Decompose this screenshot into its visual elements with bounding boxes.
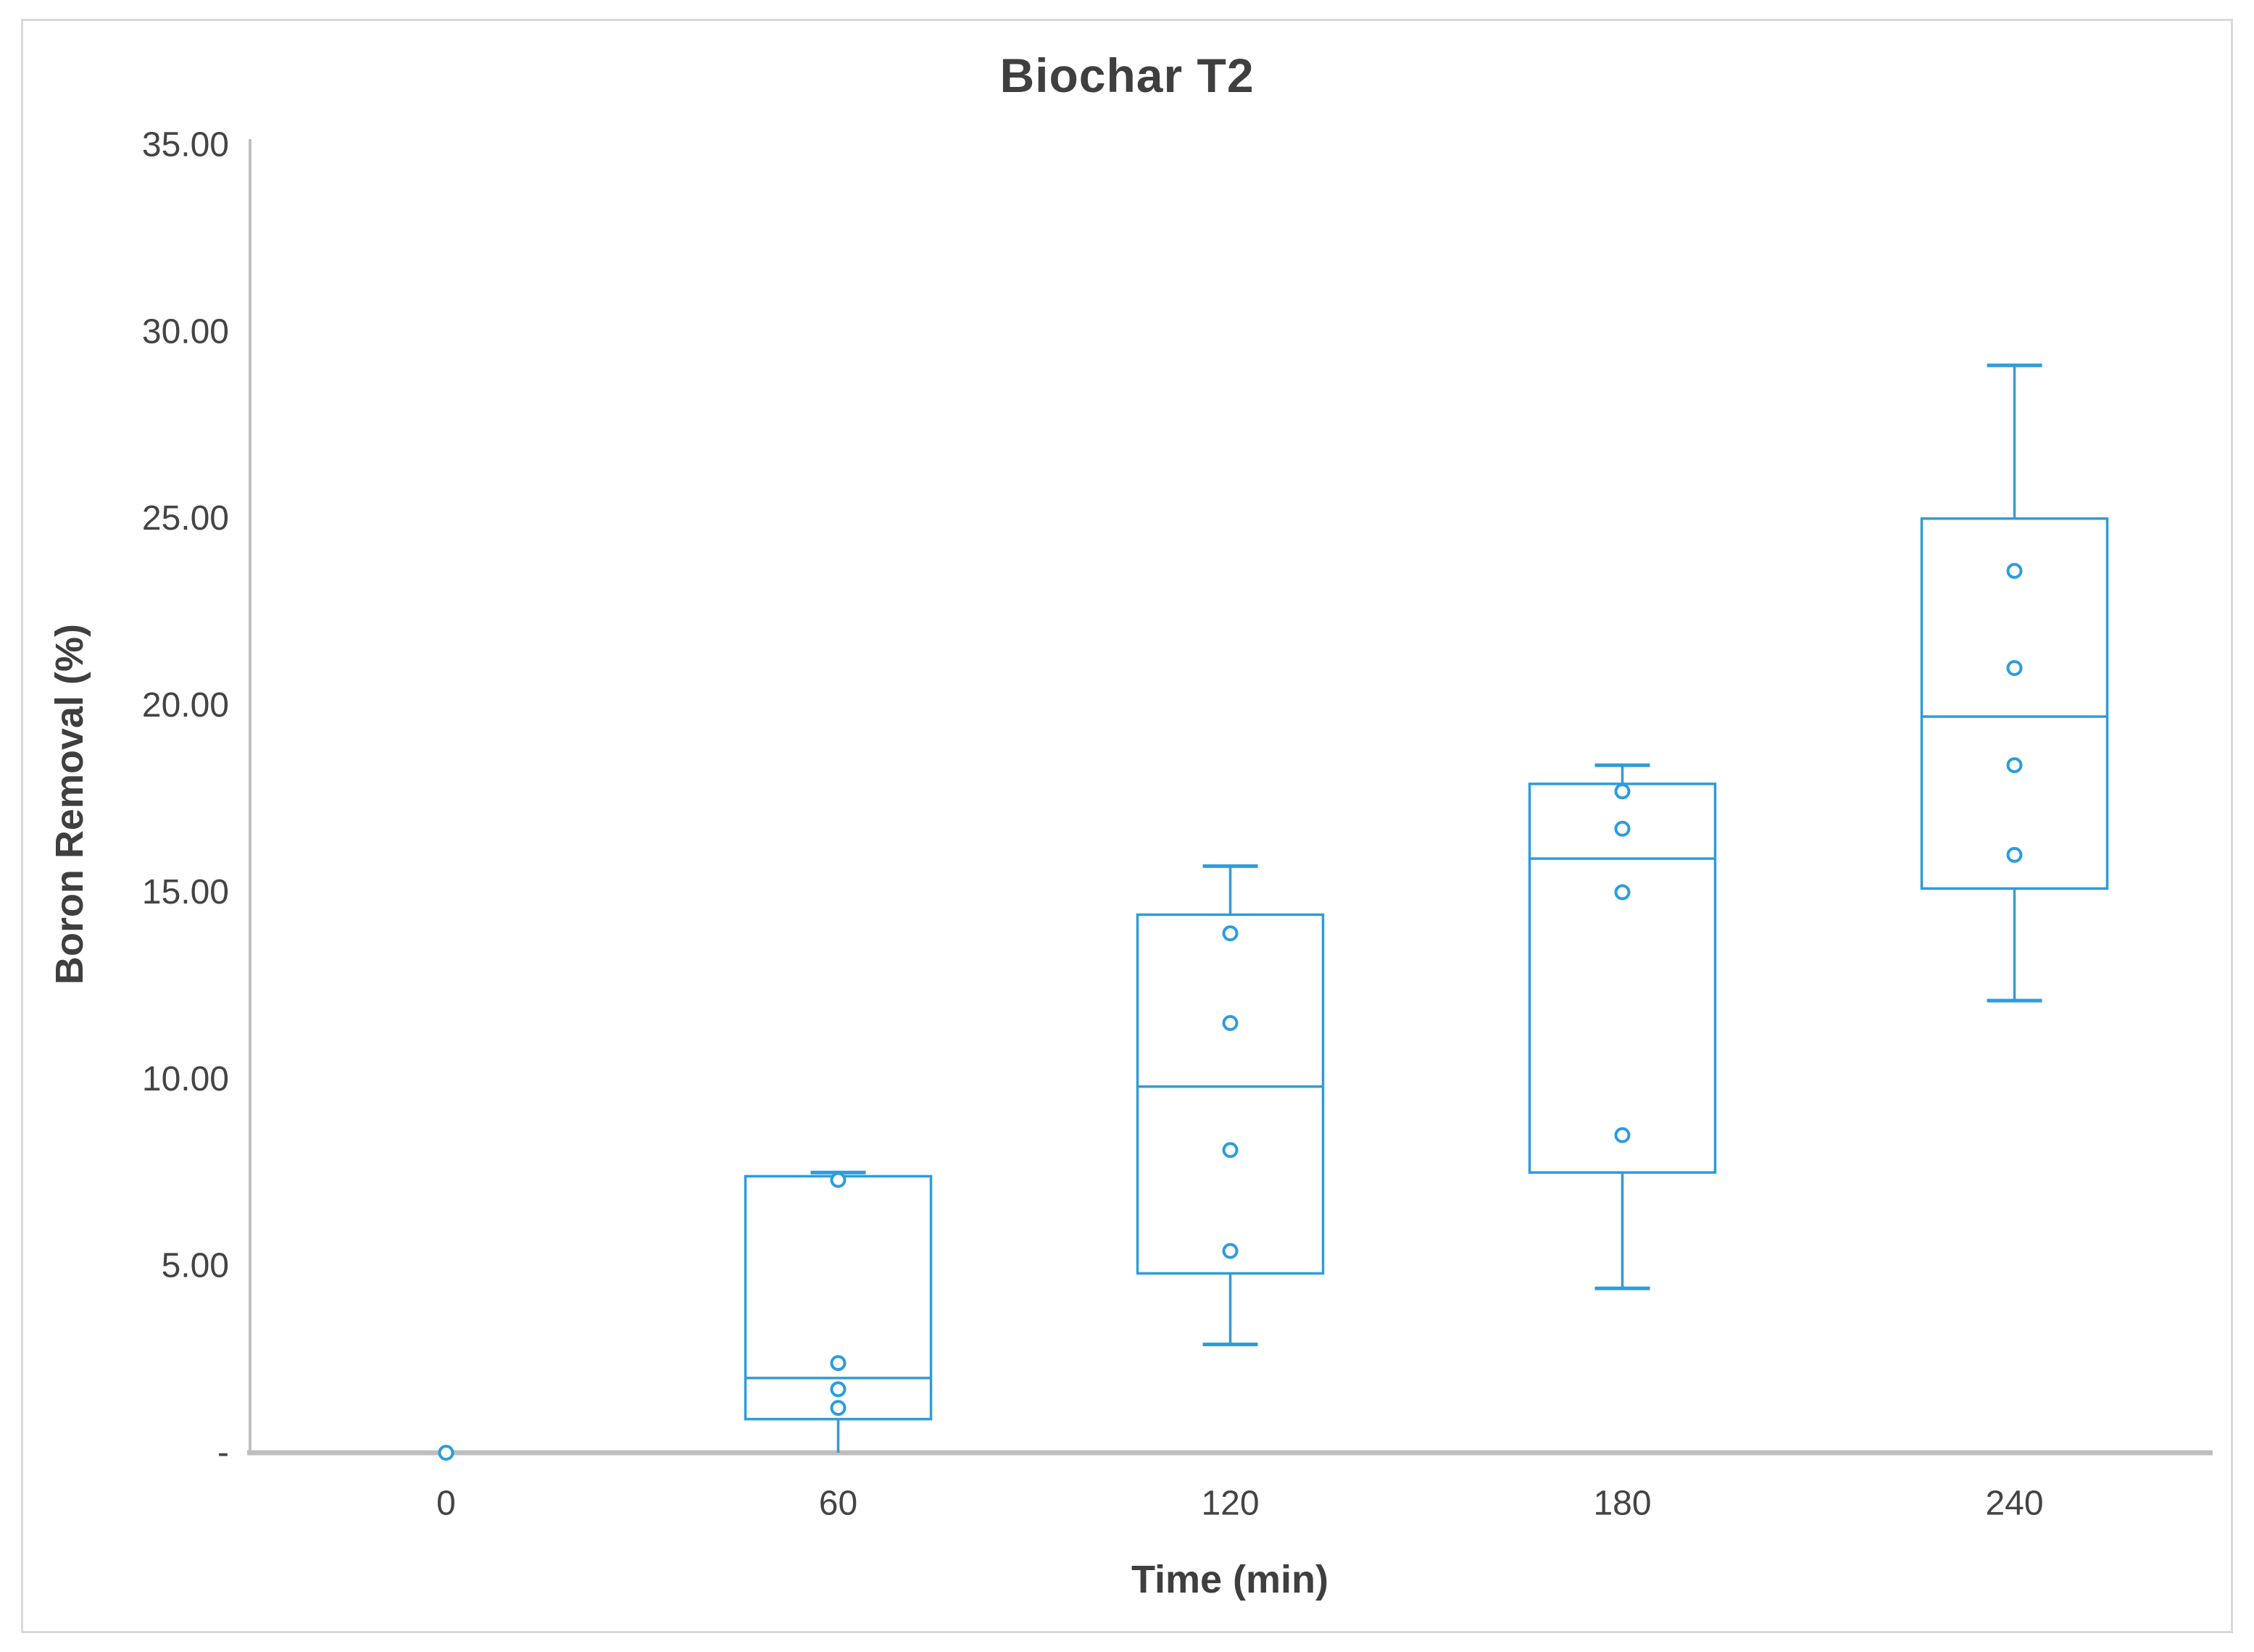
x-tick-label: 120	[1201, 1485, 1259, 1523]
data-point-marker	[1614, 820, 1631, 837]
box-rect	[1920, 517, 2109, 890]
data-point-marker	[1614, 884, 1631, 901]
x-axis-title: Time (min)	[1131, 1558, 1329, 1601]
y-tick-label: 5.00	[162, 1247, 229, 1285]
y-tick-label: 20.00	[142, 686, 229, 725]
data-point-marker	[1222, 1014, 1239, 1031]
y-tick-label: -	[217, 1434, 229, 1472]
data-point-marker	[1614, 783, 1631, 800]
y-tick-label: 35.00	[142, 126, 229, 164]
data-point-marker	[830, 1355, 847, 1372]
data-point-marker	[830, 1172, 847, 1188]
x-tick-label: 180	[1593, 1485, 1651, 1523]
data-point-marker	[2006, 846, 2023, 863]
data-point-marker	[2006, 757, 2023, 774]
data-point-marker	[1614, 1127, 1631, 1143]
y-tick-label: 15.00	[142, 873, 229, 911]
x-tick-label: 0	[436, 1485, 456, 1523]
box-rect	[1528, 783, 1717, 1174]
y-tick-label: 30.00	[142, 312, 229, 351]
x-tick-label: 60	[819, 1485, 857, 1523]
data-point-marker	[2006, 660, 2023, 676]
data-point-marker	[830, 1381, 847, 1398]
y-tick-label: 25.00	[142, 499, 229, 538]
data-point-marker	[1222, 1243, 1239, 1259]
box-rect	[1136, 913, 1325, 1275]
data-point-marker	[2006, 562, 2023, 579]
y-tick-label: 10.00	[142, 1060, 229, 1098]
data-point-marker	[438, 1445, 454, 1461]
data-point-marker	[1222, 1142, 1239, 1159]
x-tick-label: 240	[1985, 1485, 2043, 1523]
chart-title: Biochar T2	[999, 49, 1255, 102]
data-point-marker	[1222, 925, 1239, 942]
data-point-marker	[830, 1400, 847, 1417]
